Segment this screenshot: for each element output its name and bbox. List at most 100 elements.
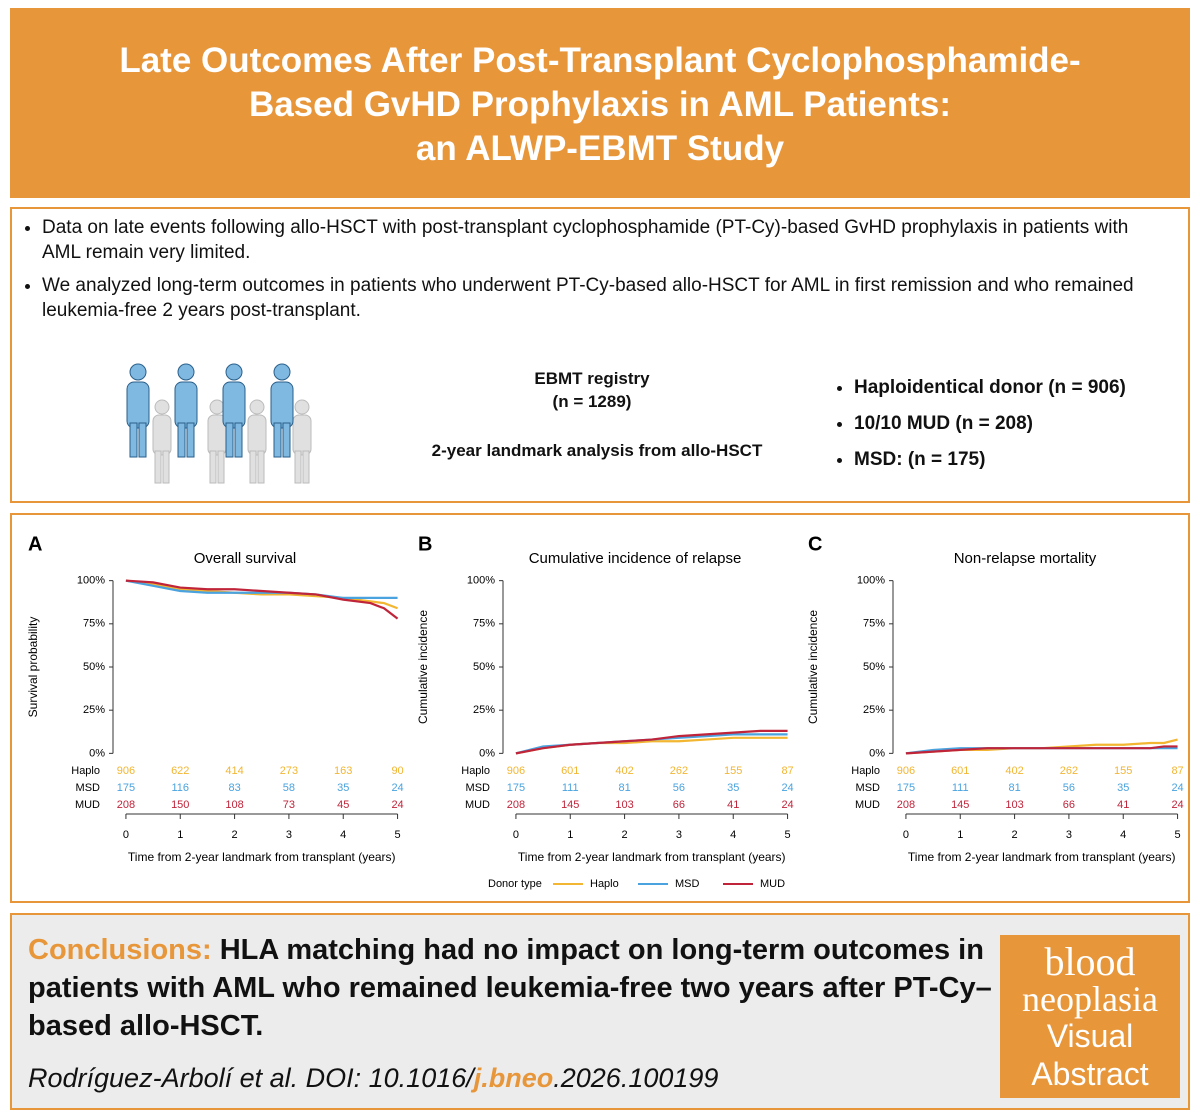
header: Late Outcomes After Post-Transplant Cycl… bbox=[10, 8, 1190, 198]
title-line: an ALWP-EBMT Study bbox=[415, 129, 785, 168]
risk-number: 208 bbox=[897, 799, 915, 811]
x-tick-label: 3 bbox=[676, 829, 682, 841]
risk-number: 262 bbox=[1060, 765, 1078, 777]
x-tick-label: 1 bbox=[177, 829, 183, 841]
risk-label: MUD bbox=[75, 799, 100, 811]
charts-box bbox=[10, 513, 1190, 903]
risk-number: 41 bbox=[1117, 799, 1129, 811]
x-tick-label: 5 bbox=[1175, 829, 1181, 841]
risk-number: 906 bbox=[507, 765, 525, 777]
panel-letter: A bbox=[28, 533, 42, 555]
risk-number: 58 bbox=[283, 782, 295, 794]
y-tick-label: 75% bbox=[473, 618, 495, 630]
risk-label: Haplo bbox=[461, 765, 490, 777]
citation-part: j.bneo bbox=[473, 1063, 554, 1093]
risk-number: 163 bbox=[334, 765, 352, 777]
x-tick-label: 1 bbox=[567, 829, 573, 841]
logo-text: neoplasia bbox=[1022, 979, 1158, 1019]
bullets: Data on late events following allo-HSCT … bbox=[12, 215, 1167, 323]
y-tick-label: 50% bbox=[83, 661, 105, 673]
risk-number: 208 bbox=[117, 799, 135, 811]
risk-number: 155 bbox=[724, 765, 742, 777]
panel-letter: C bbox=[808, 533, 822, 555]
risk-number: 155 bbox=[1114, 765, 1132, 777]
donor: 10/10 MUD (n = 208) bbox=[854, 411, 1200, 436]
survival-curve bbox=[125, 579, 398, 610]
citation: Rodríguez-Arbolí et al. DOI: 10.1016/j.b… bbox=[28, 1063, 718, 1094]
risk-number: 622 bbox=[171, 765, 189, 777]
x-axis-label: Time from 2-year landmark from transplan… bbox=[128, 850, 396, 864]
risk-number: 35 bbox=[1117, 782, 1129, 794]
x-tick-label: 5 bbox=[395, 829, 401, 841]
conclusions: Conclusions: HLA matching had no impact … bbox=[10, 913, 1190, 1110]
risk-number: 81 bbox=[1008, 782, 1020, 794]
donor: MSD: (n = 175) bbox=[854, 447, 1200, 472]
registry: EBMT registry bbox=[534, 369, 650, 388]
chart-title: Non-relapse mortality bbox=[954, 550, 1097, 567]
y-axis-label: Survival probability bbox=[26, 617, 40, 718]
x-axis-label: Time from 2-year landmark from transplan… bbox=[908, 850, 1176, 864]
risk-number: 273 bbox=[280, 765, 298, 777]
legend-title: Donor type bbox=[488, 878, 542, 890]
risk-label: Haplo bbox=[71, 765, 100, 777]
risk-number: 24 bbox=[1171, 782, 1183, 794]
bullet: Data on late events following allo-HSCT … bbox=[42, 215, 1167, 265]
y-axis-label: Cumulative incidence bbox=[416, 610, 430, 724]
x-tick-label: 0 bbox=[903, 829, 909, 841]
risk-number: 24 bbox=[781, 782, 793, 794]
survival-curve bbox=[515, 729, 788, 755]
people-icon bbox=[126, 363, 312, 484]
risk-number: 87 bbox=[781, 765, 793, 777]
survival-curve bbox=[125, 579, 399, 620]
survival-curve bbox=[905, 745, 1178, 755]
risk-number: 56 bbox=[1063, 782, 1075, 794]
x-tick-label: 1 bbox=[957, 829, 963, 841]
y-tick-label: 0% bbox=[869, 747, 885, 759]
risk-label: MUD bbox=[465, 799, 490, 811]
risk-number: 35 bbox=[337, 782, 349, 794]
risk-number: 262 bbox=[670, 765, 688, 777]
risk-number: 66 bbox=[673, 799, 685, 811]
legend-label: MSD bbox=[675, 878, 700, 890]
y-tick-label: 25% bbox=[863, 704, 885, 716]
donor-list: Haploidentical donor (n = 906) 10/10 MUD… bbox=[824, 375, 1200, 483]
y-tick-label: 50% bbox=[863, 661, 885, 673]
risk-number: 83 bbox=[228, 782, 240, 794]
logo-text: Abstract bbox=[1031, 1056, 1149, 1092]
risk-label: MUD bbox=[855, 799, 880, 811]
risk-number: 73 bbox=[283, 799, 295, 811]
y-tick-label: 100% bbox=[467, 575, 495, 587]
risk-number: 108 bbox=[225, 799, 243, 811]
risk-number: 81 bbox=[618, 782, 630, 794]
registry-n: (n = 1289) bbox=[552, 392, 632, 411]
risk-number: 103 bbox=[615, 799, 633, 811]
risk-number: 150 bbox=[171, 799, 189, 811]
x-tick-label: 2 bbox=[1012, 829, 1018, 841]
panel-letter: B bbox=[418, 533, 432, 555]
logo-text: blood bbox=[1044, 939, 1136, 984]
conclusion-body: HLA matching had no impact on long-term … bbox=[28, 934, 992, 1042]
x-tick-label: 0 bbox=[513, 829, 519, 841]
risk-number: 35 bbox=[727, 782, 739, 794]
bullet: We analyzed long-term outcomes in patien… bbox=[42, 273, 1167, 323]
risk-number: 906 bbox=[117, 765, 135, 777]
x-tick-label: 3 bbox=[286, 829, 292, 841]
y-tick-label: 0% bbox=[89, 747, 105, 759]
risk-number: 41 bbox=[727, 799, 739, 811]
y-tick-label: 75% bbox=[863, 618, 885, 630]
x-tick-label: 3 bbox=[1066, 829, 1072, 841]
risk-number: 208 bbox=[507, 799, 525, 811]
risk-number: 601 bbox=[561, 765, 579, 777]
y-tick-label: 75% bbox=[83, 618, 105, 630]
risk-number: 45 bbox=[337, 799, 349, 811]
x-tick-label: 0 bbox=[123, 829, 129, 841]
y-tick-label: 25% bbox=[83, 704, 105, 716]
title-line: Late Outcomes After Post-Transplant Cycl… bbox=[119, 41, 1081, 80]
risk-number: 24 bbox=[781, 799, 793, 811]
risk-number: 111 bbox=[952, 782, 969, 794]
legend-label: Haplo bbox=[590, 878, 619, 890]
y-tick-label: 100% bbox=[77, 575, 105, 587]
x-tick-label: 2 bbox=[232, 829, 238, 841]
risk-number: 87 bbox=[1171, 765, 1183, 777]
